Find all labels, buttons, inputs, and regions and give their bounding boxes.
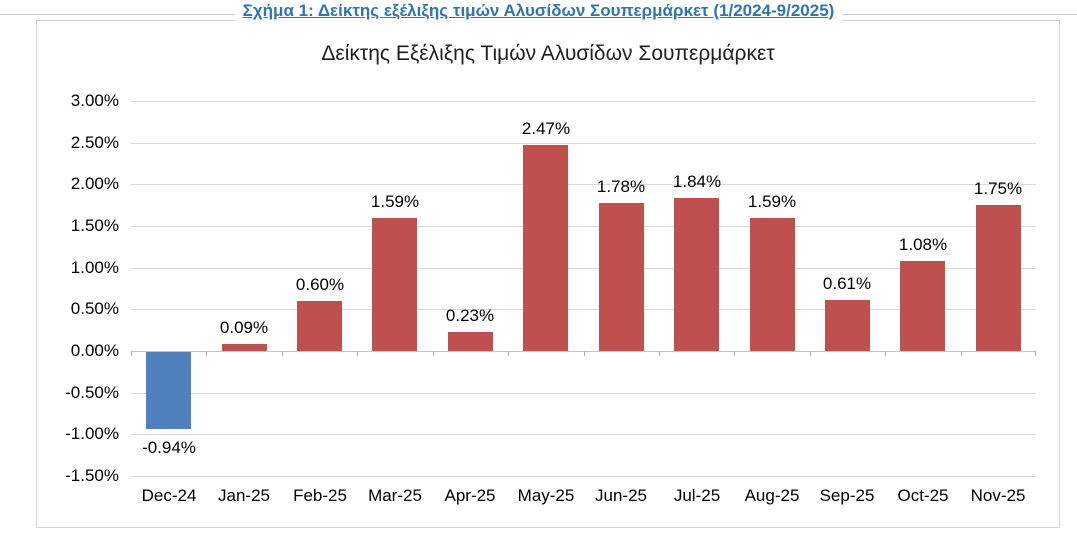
y-axis-label: 2.00% [70,174,119,194]
bar-mar-25 [372,218,417,351]
axis-tick [659,351,660,356]
x-axis-label: Apr-25 [444,486,496,505]
x-axis-label: Nov-25 [970,486,1026,505]
bar-value-label: 0.23% [445,306,495,325]
y-axis-label: 1.00% [70,257,119,277]
axis-tick [357,351,358,356]
bar-jun-25 [599,203,644,351]
bar-oct-25 [900,261,945,351]
bar-dec-24 [146,352,191,429]
axis-tick [433,351,434,356]
gridline [131,143,1036,144]
gridline [131,476,1036,477]
figure-caption-row: Σχήμα 1: Δείκτης εξέλιξης τιμών Αλυσίδων… [0,0,1077,21]
gridline [131,101,1036,102]
axis-tick [282,351,283,356]
chart: Δείκτης Εξέλιξης Τιμών Αλυσίδων Σουπερμά… [36,20,1060,528]
y-axis-label: 3.00% [70,91,119,110]
y-axis-label: -1.00% [65,424,119,444]
x-axis-label: Jan-25 [218,486,270,505]
bar-value-label: 1.84% [672,172,722,191]
x-axis-label: Mar-25 [368,486,422,505]
axis-tick [206,351,207,356]
plot-area: -0.94% 0.09% 0.60% 1.59% 0.23% 2.47% 1.78% 1.84… [131,101,1036,477]
gridline [131,309,1036,310]
bar-value-label: 0.09% [219,318,269,337]
x-axis-label: Oct-25 [897,486,949,505]
x-axis-label: Dec-24 [141,486,197,505]
axis-tick [885,351,886,356]
axis-tick [961,351,962,356]
gridline [131,268,1036,269]
bar-value-label: -0.94% [142,438,196,457]
y-axis-label: 0.50% [70,299,119,319]
x-axis-line [131,351,1036,352]
bar-apr-25 [448,332,493,351]
bar-value-label: 1.75% [973,179,1023,198]
axis-tick [810,351,811,356]
bar-value-label: 0.61% [822,274,872,293]
y-axis-label: -1.50% [65,466,119,485]
axis-tick [1035,351,1036,356]
axis-tick [584,351,585,356]
bar-value-label: 1.08% [898,235,948,254]
bar-value-label: 0.60% [295,275,345,294]
x-axis-label: May-25 [517,486,575,505]
gridline [131,393,1036,394]
bar-sep-25 [825,300,870,351]
axis-tick [131,351,132,356]
bar-feb-25 [297,301,342,351]
bar-jul-25 [674,198,719,351]
x-axis-label: Jul-25 [673,486,721,505]
gridline [131,226,1036,227]
y-axis-label: 1.50% [70,216,119,235]
chart-title: Δείκτης Εξέλιξης Τιμών Αλυσίδων Σουπερμά… [321,42,775,65]
bar-may-25 [523,145,568,351]
bar-aug-25 [750,218,795,351]
bar-value-label: 1.59% [747,192,797,211]
axis-tick [734,351,735,356]
bar-jan-25 [222,344,267,351]
bar-value-label: 2.47% [521,119,571,138]
bar-value-label: 1.78% [596,177,646,196]
y-axis-label: 0.00% [70,341,119,360]
figure-caption: Σχήμα 1: Δείκτης εξέλιξης τιμών Αλυσίδων… [234,0,843,21]
bar-value-label: 1.59% [370,192,420,211]
gridline [131,434,1036,435]
y-axis-label: -0.50% [65,382,119,402]
gridline [131,184,1036,185]
bar-nov-25 [976,205,1021,351]
x-axis-label: Aug-25 [744,486,800,505]
x-axis-label: Sep-25 [819,486,875,505]
x-axis-label: Jun-25 [595,486,647,505]
axis-tick [508,351,509,356]
y-axis-label: 2.50% [70,132,119,152]
x-axis-label: Feb-25 [293,486,347,505]
